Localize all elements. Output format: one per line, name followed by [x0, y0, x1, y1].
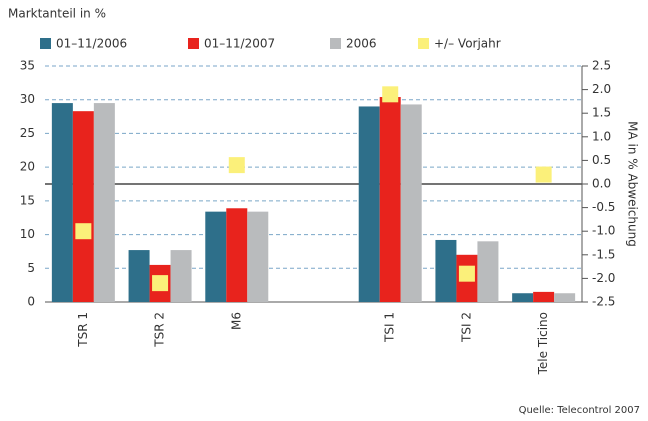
y2-tick-label: 2.0 [592, 82, 611, 96]
y-tick-label: 25 [20, 126, 35, 140]
change-marker [458, 265, 475, 282]
bar [72, 111, 94, 302]
legend-swatch [188, 38, 199, 49]
bar [247, 211, 269, 302]
legend-label: 01–11/2006 [56, 37, 127, 51]
y2-tick-label: -2.5 [592, 295, 615, 309]
bar [358, 106, 380, 302]
x-tick-label: M6 [229, 312, 243, 330]
y2-tick-label: 1.5 [592, 106, 611, 120]
x-tick-label: TSR 2 [153, 312, 167, 348]
y2-tick-label: -2.0 [592, 271, 615, 285]
y-tick-label: 15 [20, 193, 35, 207]
change-marker [228, 157, 245, 174]
y-tick-label: 5 [27, 261, 35, 275]
bar [93, 103, 115, 302]
bar [512, 293, 534, 302]
bar [170, 250, 192, 302]
y2-tick-label: -0.5 [592, 200, 615, 214]
legend-label: 2006 [346, 37, 377, 51]
x-tick-label: TSI 1 [383, 312, 397, 343]
legend-label: +/– Vorjahr [434, 37, 501, 51]
change-marker [535, 166, 552, 183]
y-tick-label: 30 [20, 92, 35, 106]
y-tick-label: 20 [20, 160, 35, 174]
bar [400, 104, 422, 302]
bar [477, 241, 499, 302]
x-tick-label: Tele Ticino [536, 312, 550, 375]
y-tick-label: 0 [27, 295, 35, 309]
legend-swatch [40, 38, 51, 49]
bar [226, 208, 248, 302]
change-marker [75, 223, 92, 240]
change-marker [382, 86, 399, 103]
legend-swatch [418, 38, 429, 49]
bar [51, 103, 73, 302]
bar [533, 291, 555, 302]
x-tick-label: TSI 2 [459, 312, 473, 343]
y2-tick-label: 0.0 [592, 177, 611, 191]
change-marker [152, 275, 169, 292]
legend-label: 01–11/2007 [204, 37, 275, 51]
chart-title: Marktanteil in % [8, 7, 106, 21]
legend-swatch [330, 38, 341, 49]
y2-tick-label: 1.0 [592, 129, 611, 143]
y2-tick-label: 0.5 [592, 153, 611, 167]
y2-axis-title: MA in % Abweichung [626, 121, 640, 247]
y2-tick-label: -1.5 [592, 247, 615, 261]
y2-tick-label: -1.0 [592, 224, 615, 238]
x-tick-label: TSR 1 [76, 312, 90, 348]
y2-tick-label: 2.5 [592, 59, 611, 73]
y-tick-label: 35 [20, 59, 35, 73]
bar [205, 211, 227, 302]
bar [435, 239, 457, 302]
y-tick-label: 10 [20, 227, 35, 241]
bar [128, 250, 150, 302]
bar [379, 97, 401, 302]
source-note: Quelle: Telecontrol 2007 [519, 405, 640, 416]
bar [554, 293, 576, 302]
